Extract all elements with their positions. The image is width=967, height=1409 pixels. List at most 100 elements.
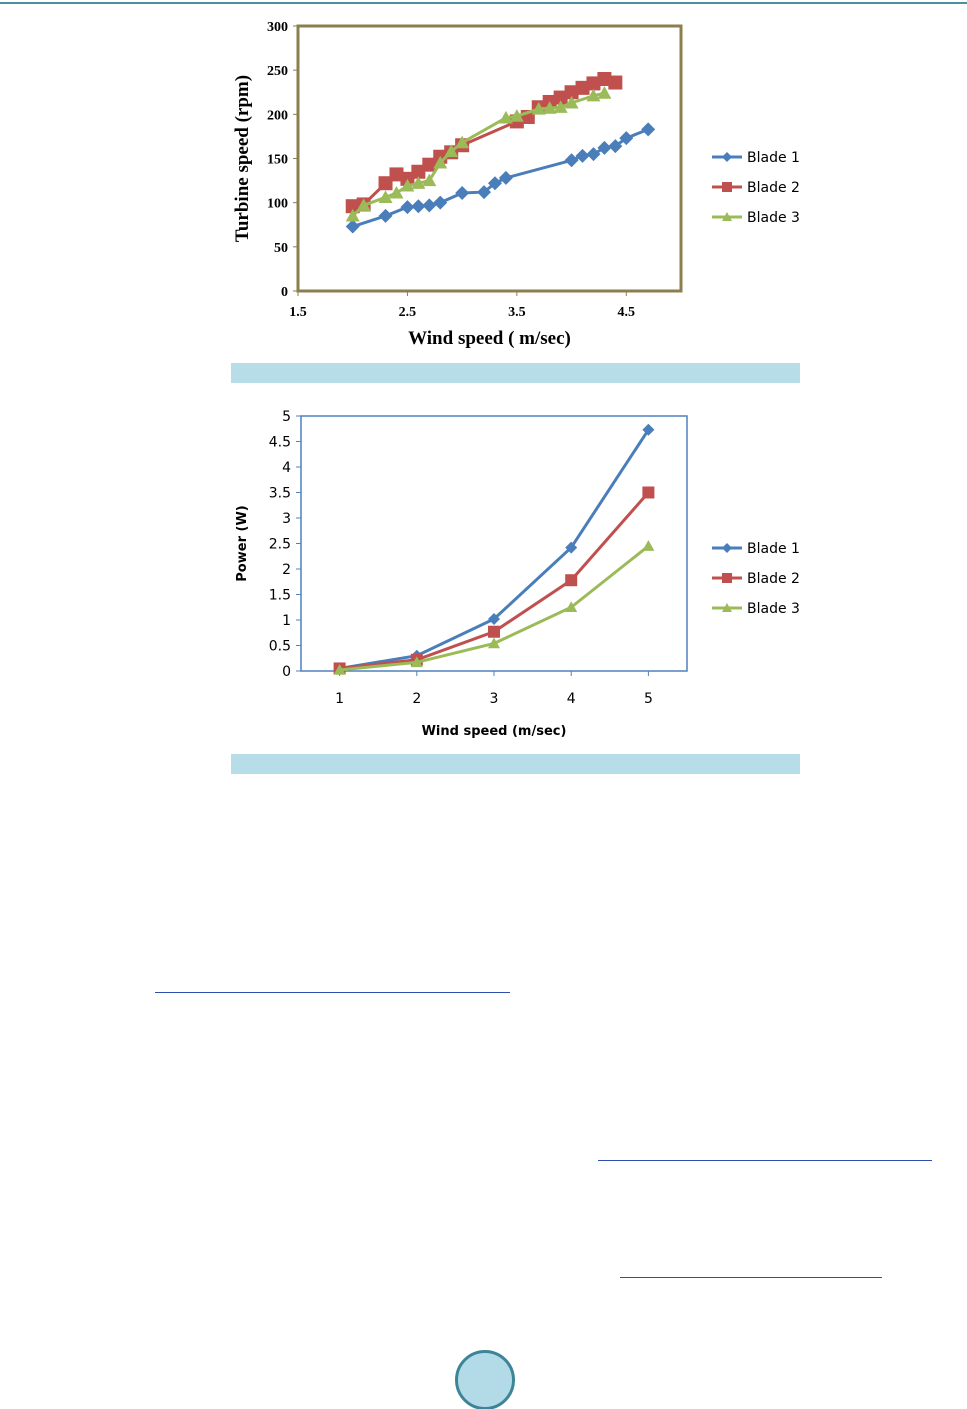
square-marker bbox=[722, 182, 732, 192]
diamond-marker bbox=[642, 423, 655, 436]
square-marker bbox=[488, 625, 500, 638]
y-tick-label: 4 bbox=[282, 460, 291, 476]
series-line-blade-3 bbox=[339, 544, 650, 672]
legend-label: Blade 2 bbox=[747, 571, 800, 587]
square-marker bbox=[564, 85, 579, 100]
y-axis-label: Power (W) bbox=[235, 505, 250, 581]
figure-caption-bar-1 bbox=[231, 363, 800, 383]
legend-label: Blade 3 bbox=[747, 210, 800, 226]
power-chart: 0 0.5 1 1.5 2 2.5 3 3.5 4 4.5 5 1 2 3 4 5 Wind speed (m/… bbox=[235, 409, 800, 739]
x-tick-label: 1 bbox=[335, 691, 344, 707]
square-marker bbox=[553, 90, 568, 105]
square-marker bbox=[586, 76, 601, 91]
diamond-marker bbox=[641, 122, 656, 137]
triangle-marker bbox=[433, 155, 448, 169]
page-number-badge bbox=[455, 1350, 515, 1409]
y-tick-label: 3 bbox=[282, 511, 291, 527]
y-tick-label: 0 bbox=[282, 664, 291, 680]
triangle-marker bbox=[410, 656, 423, 668]
triangle-marker bbox=[509, 109, 524, 122]
diamond-marker bbox=[722, 543, 732, 553]
y-tick-label: 4.5 bbox=[269, 435, 291, 451]
diamond-marker bbox=[597, 140, 612, 155]
legend-label: Blade 2 bbox=[747, 180, 800, 196]
x-axis-label: Wind speed (m/sec) bbox=[422, 724, 567, 739]
square-marker bbox=[642, 486, 655, 499]
triangle-marker bbox=[333, 663, 346, 675]
square-marker bbox=[411, 164, 426, 179]
triangle-marker bbox=[642, 540, 655, 551]
triangle-marker bbox=[389, 185, 404, 199]
y-tick-label: 3.5 bbox=[269, 486, 291, 502]
triangle-marker bbox=[411, 176, 426, 189]
triangle-marker bbox=[488, 637, 500, 649]
diamond-marker bbox=[498, 170, 513, 185]
x-tick-label: 4.5 bbox=[618, 305, 636, 320]
y-tick-label: 1.5 bbox=[269, 588, 291, 604]
y-tick-label: 5 bbox=[282, 409, 291, 425]
square-marker bbox=[400, 171, 415, 186]
square-marker bbox=[345, 199, 360, 214]
reference-link-2[interactable] bbox=[598, 1160, 932, 1161]
y-tick-label: 0 bbox=[281, 285, 288, 300]
y-tick-label: 200 bbox=[267, 108, 288, 123]
reference-link-3[interactable] bbox=[620, 1277, 882, 1278]
triangle-marker bbox=[378, 190, 393, 203]
y-tick-label: 2.5 bbox=[269, 537, 291, 553]
diamond-marker bbox=[345, 219, 360, 234]
triangle-marker bbox=[498, 110, 513, 124]
y-axis-label: Turbine speed (rpm) bbox=[232, 75, 253, 242]
y-tick-label: 1 bbox=[282, 613, 291, 629]
x-tick-label: 3.5 bbox=[508, 305, 526, 320]
diamond-marker bbox=[378, 208, 393, 223]
diamond-marker bbox=[722, 152, 732, 162]
triangle-marker bbox=[455, 135, 470, 149]
turbine-speed-chart: 0 50 100 150 200 250 300 1.5 2.5 3.5 4.5 Wind speed… bbox=[232, 20, 800, 349]
diamond-marker bbox=[565, 541, 578, 554]
triangle-marker bbox=[542, 101, 557, 114]
diamond-marker bbox=[619, 131, 634, 146]
diamond-marker bbox=[488, 612, 500, 625]
diamond-marker bbox=[564, 153, 579, 168]
square-marker bbox=[422, 157, 437, 172]
diamond-marker bbox=[455, 185, 470, 200]
x-tick-label: 3 bbox=[490, 691, 499, 707]
square-marker bbox=[565, 574, 578, 587]
square-marker bbox=[597, 72, 612, 86]
y-tick-label: 0.5 bbox=[269, 639, 291, 655]
square-marker bbox=[378, 176, 393, 191]
square-marker bbox=[722, 573, 732, 583]
legend-label: Blade 1 bbox=[747, 150, 800, 166]
legend-label: Blade 3 bbox=[747, 601, 800, 617]
triangle-marker bbox=[345, 208, 360, 222]
square-marker bbox=[608, 75, 623, 90]
diamond-marker bbox=[422, 198, 437, 213]
x-tick-label: 4 bbox=[567, 691, 576, 707]
reference-link-1[interactable] bbox=[155, 992, 510, 993]
triangle-marker bbox=[722, 603, 732, 612]
diamond-marker bbox=[575, 148, 590, 163]
triangle-marker bbox=[400, 178, 415, 192]
square-marker bbox=[389, 167, 404, 182]
triangle-marker bbox=[444, 144, 459, 158]
diamond-marker bbox=[400, 200, 415, 215]
triangle-marker bbox=[422, 173, 437, 187]
triangle-marker bbox=[597, 86, 612, 99]
y-tick-label: 50 bbox=[274, 241, 288, 256]
triangle-marker bbox=[586, 88, 601, 102]
diamond-marker bbox=[608, 139, 623, 154]
x-tick-label: 5 bbox=[644, 691, 653, 707]
triangle-marker bbox=[722, 212, 732, 221]
diamond-marker bbox=[411, 199, 426, 214]
y-tick-label: 2 bbox=[282, 562, 291, 578]
y-tick-label: 100 bbox=[267, 197, 288, 212]
triangle-marker bbox=[564, 95, 579, 109]
y-tick-label: 300 bbox=[267, 20, 288, 35]
x-tick-label: 2.5 bbox=[399, 305, 417, 320]
triangle-marker bbox=[356, 198, 371, 211]
diamond-marker bbox=[477, 185, 492, 200]
y-tick-label: 250 bbox=[267, 64, 288, 79]
triangle-marker bbox=[531, 102, 546, 115]
diamond-marker bbox=[487, 176, 502, 191]
